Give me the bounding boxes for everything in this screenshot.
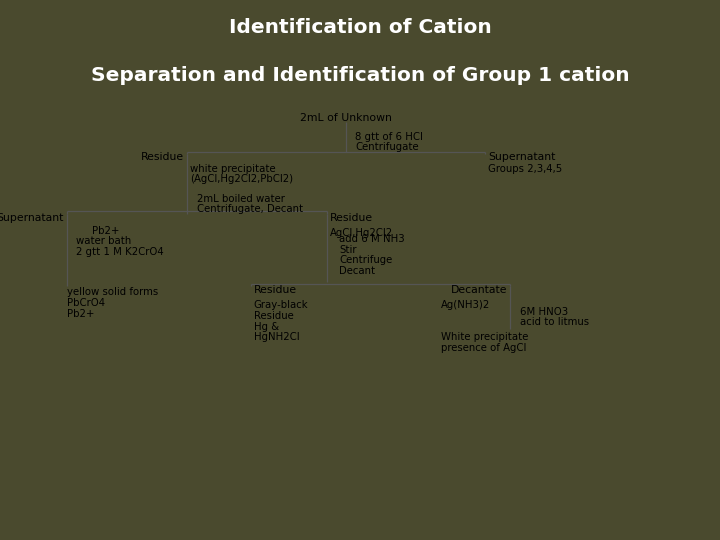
Text: Centrifugate, Decant: Centrifugate, Decant <box>197 204 303 214</box>
Text: yellow solid forms: yellow solid forms <box>67 287 158 298</box>
Text: HgNH2Cl: HgNH2Cl <box>253 332 300 342</box>
Text: Residue: Residue <box>253 311 294 321</box>
Text: add 6 M NH3: add 6 M NH3 <box>339 234 405 244</box>
Text: 2mL boiled water: 2mL boiled water <box>197 193 284 204</box>
Text: 2 gtt 1 M K2CrO4: 2 gtt 1 M K2CrO4 <box>76 247 164 257</box>
Text: Decant: Decant <box>339 266 375 276</box>
Text: Supernatant: Supernatant <box>0 213 63 223</box>
Text: presence of AgCl: presence of AgCl <box>441 343 526 353</box>
Text: Separation and Identification of Group 1 cation: Separation and Identification of Group 1… <box>91 66 629 85</box>
Text: acid to litmus: acid to litmus <box>520 318 589 327</box>
Text: Ag(NH3)2: Ag(NH3)2 <box>441 300 490 310</box>
Text: white precipitate: white precipitate <box>190 164 276 174</box>
Text: 2mL of Unknown: 2mL of Unknown <box>300 112 392 123</box>
Text: PbCrO4: PbCrO4 <box>67 298 105 308</box>
Text: Stir: Stir <box>339 245 357 255</box>
Text: (AgCl,Hg2Cl2,PbCl2): (AgCl,Hg2Cl2,PbCl2) <box>190 174 294 184</box>
Text: Centrifuge: Centrifuge <box>339 255 392 266</box>
Text: White precipitate: White precipitate <box>441 332 528 342</box>
Text: Supernatant: Supernatant <box>488 152 556 162</box>
Text: Centrifugate: Centrifugate <box>355 143 419 152</box>
Text: Residue: Residue <box>141 152 184 162</box>
Text: Gray-black: Gray-black <box>253 300 308 310</box>
Text: Pb2+: Pb2+ <box>67 309 94 319</box>
Text: 8 gtt of 6 HCl: 8 gtt of 6 HCl <box>355 132 423 141</box>
Text: Residue: Residue <box>330 213 373 223</box>
Text: Pb2+: Pb2+ <box>92 226 120 235</box>
Text: AgCl,Hg2Cl2: AgCl,Hg2Cl2 <box>330 228 393 238</box>
Text: Identification of Cation: Identification of Cation <box>229 18 491 37</box>
Text: water bath: water bath <box>76 236 132 246</box>
Text: Decantate: Decantate <box>451 285 507 295</box>
Text: 6M HNO3: 6M HNO3 <box>520 307 568 316</box>
Text: Residue: Residue <box>253 285 297 295</box>
Text: Groups 2,3,4,5: Groups 2,3,4,5 <box>488 164 562 174</box>
Text: Hg &: Hg & <box>253 321 279 332</box>
